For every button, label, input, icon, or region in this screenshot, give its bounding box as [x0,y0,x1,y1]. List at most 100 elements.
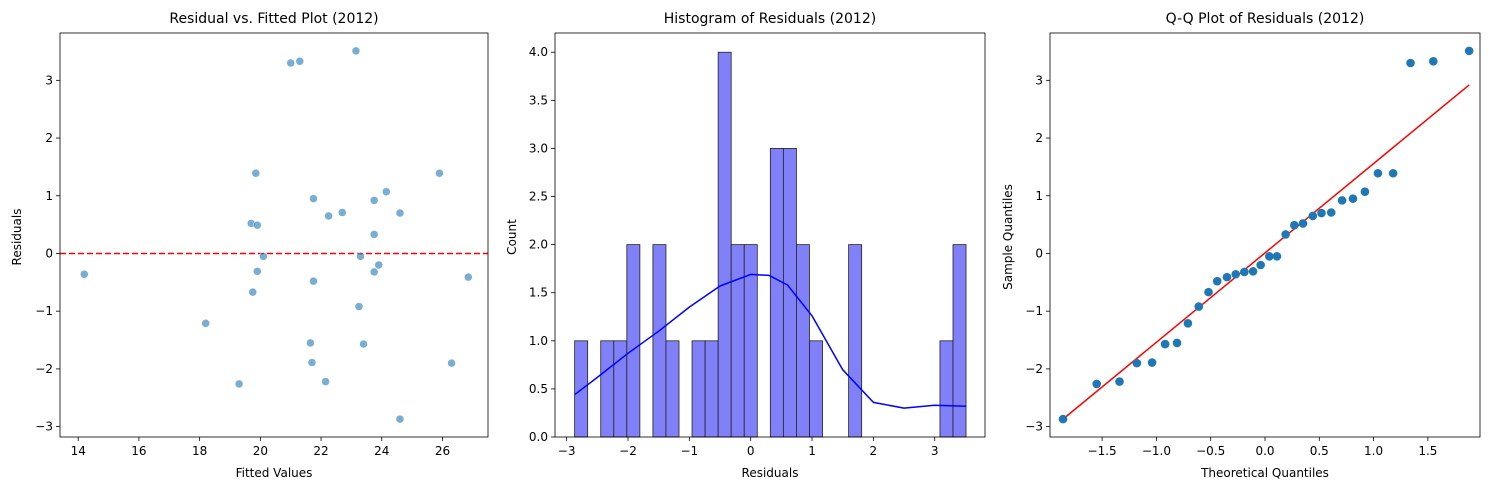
residual-vs-fitted-panel: Residual vs. Fitted Plot (2012) Fitted V… [10,11,489,480]
y-tick-label: 2.0 [529,238,548,252]
y-tick-label: 2 [45,131,53,145]
histogram-bar [848,244,863,438]
qq-reference-line [1062,84,1470,420]
residual-point [382,187,391,196]
qq-point [1160,339,1170,349]
qq-point [1317,208,1326,218]
axes-frame [1049,32,1481,438]
histogram-panel: Histogram of Residuals (2012) Residuals … [505,11,986,480]
x-tick-label: 2 [870,444,878,458]
x-tick-label: 22 [313,444,328,458]
qq-point [1272,252,1282,261]
qq-point [1132,358,1142,368]
x-tick-label: 24 [374,444,389,458]
residual-point [369,230,379,239]
y-tick-label: −3 [1025,420,1043,434]
residual-point [309,194,318,203]
histogram-bar [626,244,641,438]
kde-curve [574,273,967,409]
qq-point [1147,358,1157,367]
x-tick-label: −1.5 [1088,444,1117,458]
residual-point [295,57,305,66]
y-tick-label: −3 [35,420,53,434]
qq-point [1388,168,1398,178]
qq-point [1248,267,1258,276]
y-tick-label: −2 [35,362,53,376]
histogram-bar [691,340,706,438]
qq-point [1265,252,1274,261]
residual-point [251,168,261,178]
x-tick-label: 16 [131,444,146,458]
y-tick-label: 1.5 [529,286,548,300]
residual-point [309,276,318,286]
y-tick-label: 0 [1035,246,1043,260]
residual-point [321,377,330,386]
qq-point [1298,219,1308,228]
histogram-bar [704,340,719,438]
histogram-bar [665,340,680,438]
x-tick-label: 3 [931,444,939,458]
panel-3-xlabel: Theoretical Quantiles [1200,466,1329,480]
x-tick-label: 26 [435,444,450,458]
x-tick-label: 1.0 [1364,444,1383,458]
qq-point [1240,267,1249,277]
residual-point [259,252,268,261]
y-tick-label: 0.0 [529,430,548,444]
residual-point [374,260,383,270]
y-tick-label: 0.5 [529,382,548,396]
panel-3-title: Q-Q Plot of Residuals (2012) [1166,11,1365,27]
qq-point [1464,46,1474,56]
residual-point [307,358,317,367]
residual-point [338,208,347,217]
qq-point [1290,220,1299,230]
qq-point [1172,338,1182,348]
residual-point [234,379,244,389]
x-tick-label: −1 [680,444,698,458]
qq-point [1308,211,1318,221]
qq-point [1326,208,1336,217]
panel-1-xlabel: Fitted Values [236,466,313,480]
y-tick-label: 3 [1035,73,1043,87]
panel-2-title: Histogram of Residuals (2012) [664,11,876,27]
qq-point [1281,230,1290,239]
histogram-bar [730,244,745,438]
qq-point [1092,379,1101,389]
qq-point [1406,58,1415,68]
y-tick-label: 1 [1035,189,1043,203]
y-tick-label: 2.5 [529,190,548,204]
x-tick-label: −0.5 [1196,444,1225,458]
residual-point [369,267,379,277]
residual-point [395,414,405,424]
histogram-bar [952,244,967,438]
x-tick-label: 18 [192,444,207,458]
histogram-bar [809,340,823,438]
histogram-bar [652,244,667,438]
residual-point [435,168,444,178]
residual-point [359,339,368,349]
y-tick-label: 2 [1035,131,1043,145]
qq-point [1194,302,1204,311]
qq-point [1348,194,1358,203]
panel-1-ylabel: Residuals [10,209,24,266]
histogram-bar [717,51,732,438]
x-tick-label: 1.5 [1418,444,1437,458]
y-tick-label: 3 [45,73,53,87]
residual-point [80,269,89,279]
qq-point [1212,276,1222,286]
y-tick-label: −1 [35,304,53,318]
x-tick-label: 0.5 [1310,444,1329,458]
y-tick-label: 3.5 [529,93,548,107]
y-tick-label: −1 [1025,304,1043,318]
y-tick-label: 4.0 [529,45,548,59]
panel-2-ylabel: Count [505,219,519,255]
panel-3-ylabel: Sample Quantiles [1001,184,1015,290]
qq-point [1222,272,1232,282]
x-tick-label: −1.0 [1142,444,1171,458]
qq-point [1373,168,1383,178]
y-tick-label: 1 [45,189,53,203]
x-tick-label: −2 [619,444,637,458]
qq-point [1204,287,1213,297]
histogram-bar [939,340,954,438]
qq-point [1058,414,1068,424]
